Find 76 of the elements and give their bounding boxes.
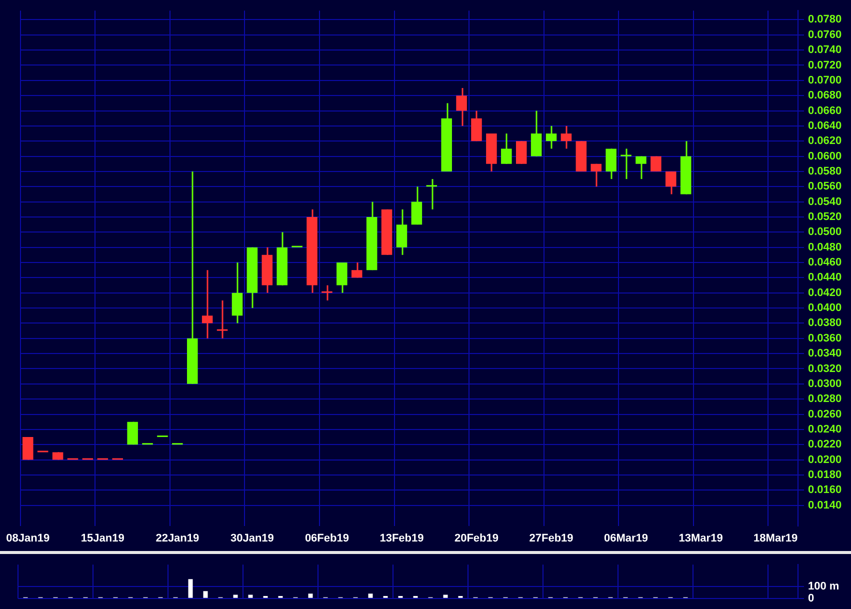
x-tick-label: 22Jan19 bbox=[156, 532, 200, 544]
x-tick-label: 27Feb19 bbox=[529, 532, 574, 544]
y-tick-label: 0.0340 bbox=[808, 348, 842, 360]
candlestick bbox=[22, 436, 34, 461]
y-tick-label: 0.0280 bbox=[808, 393, 842, 406]
y-tick-label: 0.0460 bbox=[808, 256, 842, 269]
x-tick-label: 13Feb19 bbox=[380, 532, 424, 544]
candlestick bbox=[516, 140, 527, 165]
candlestick bbox=[620, 148, 632, 180]
y-tick-label: 0.0740 bbox=[808, 44, 842, 56]
y-tick-label: 0.0720 bbox=[808, 59, 842, 72]
candlestick bbox=[202, 269, 213, 340]
bar bbox=[188, 579, 193, 598]
y-tick-label: 0.0580 bbox=[808, 165, 842, 178]
y-tick-label: 0.0660 bbox=[808, 104, 842, 117]
bar bbox=[308, 594, 313, 598]
y-tick-label: 0.0760 bbox=[808, 28, 842, 41]
candlestick bbox=[501, 132, 512, 165]
bar bbox=[203, 591, 208, 598]
candlestick bbox=[606, 148, 616, 180]
x-tick-label: 20Feb19 bbox=[454, 532, 499, 544]
candlestick bbox=[216, 300, 228, 340]
candlestick bbox=[426, 178, 438, 210]
candlestick bbox=[560, 125, 572, 150]
y-tick-label: 0.0300 bbox=[808, 378, 842, 390]
candlestick bbox=[471, 110, 482, 142]
y-tick-label: 0.0200 bbox=[808, 454, 842, 466]
bar bbox=[368, 594, 373, 598]
y-tick-label: 0.0220 bbox=[808, 438, 842, 451]
y-tick-label: 0.0700 bbox=[808, 74, 842, 86]
y-tick-label: 0.0380 bbox=[808, 317, 842, 330]
bar bbox=[233, 594, 238, 598]
y-tick-label: 0.0360 bbox=[808, 332, 842, 344]
candlestick bbox=[636, 156, 646, 180]
y-tick-label: 0.0320 bbox=[808, 362, 842, 375]
y-tick-label: 0.0260 bbox=[808, 408, 842, 420]
candlestick bbox=[666, 170, 676, 195]
y-tick-label: 0.0480 bbox=[808, 241, 842, 254]
candlestick bbox=[456, 87, 467, 127]
y-tick-label: 100 m bbox=[808, 580, 840, 592]
candlestick bbox=[322, 284, 332, 302]
x-tick-label: 06Feb19 bbox=[304, 532, 349, 544]
candlestick bbox=[546, 125, 557, 150]
y-tick-label: 0.0160 bbox=[808, 484, 842, 496]
x-tick-label: 08Jan19 bbox=[6, 532, 50, 544]
y-tick-label: 0.0440 bbox=[808, 272, 842, 284]
y-tick-label: 0.0140 bbox=[808, 499, 842, 512]
y-tick-label: 0.0500 bbox=[808, 226, 842, 238]
y-tick-label: 0.0400 bbox=[808, 302, 842, 314]
y-tick-label: 0.0520 bbox=[808, 211, 842, 224]
x-tick-label: 15Jan19 bbox=[80, 532, 124, 544]
x-tick-label: 13Mar19 bbox=[678, 532, 723, 544]
y-tick-label: 0.0420 bbox=[808, 286, 842, 299]
y-tick-label: 0.0540 bbox=[808, 196, 842, 208]
bar bbox=[248, 594, 253, 598]
candlestick bbox=[411, 186, 422, 226]
x-tick-label: 06Mar19 bbox=[604, 532, 648, 544]
y-tick-label: 0.0680 bbox=[808, 90, 842, 102]
bar bbox=[443, 594, 448, 598]
candlestick bbox=[396, 208, 408, 256]
y-tick-label: 0.0640 bbox=[808, 120, 842, 132]
candlestick bbox=[530, 110, 542, 158]
x-tick-label: 30Jan19 bbox=[230, 532, 274, 544]
y-tick-label: 0.0600 bbox=[808, 150, 842, 162]
y-tick-label: 0.0560 bbox=[808, 180, 842, 193]
candlestick bbox=[650, 156, 662, 172]
candlestick bbox=[232, 262, 243, 324]
y-tick-label: 0.0780 bbox=[808, 14, 842, 26]
candlestick bbox=[590, 163, 602, 188]
y-tick-label: 0.0240 bbox=[808, 423, 842, 436]
y-tick-label: 0.0180 bbox=[808, 468, 842, 481]
y-tick-label: 0.0620 bbox=[808, 135, 842, 148]
candlestick bbox=[336, 262, 348, 294]
y-tick-label: 0 bbox=[808, 592, 814, 604]
candlestick bbox=[351, 262, 362, 278]
x-tick-label: 18Mar19 bbox=[754, 532, 798, 544]
